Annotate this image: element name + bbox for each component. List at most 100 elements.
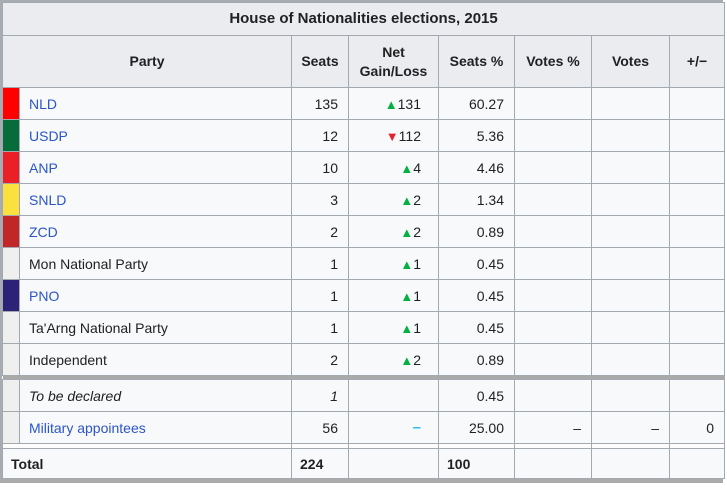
seats-pct-cell: 5.36 [438,119,515,152]
party-color-swatch [2,343,20,376]
change-value: 2 [413,351,421,368]
change-value: 1 [413,255,421,272]
votes-pct-cell [514,183,592,216]
party-name[interactable]: Military appointees [29,419,146,436]
column-header-seats-pct: Seats % [438,35,515,88]
party-name[interactable]: USDP [29,127,68,144]
party-color-swatch [2,151,20,184]
seats-pct-cell: 1.34 [438,183,515,216]
votes-cell [591,183,670,216]
column-header-party: Party [2,35,292,88]
party-cell: Mon National Party [19,247,292,280]
seats-cell: 56 [291,411,349,444]
votes-pct-cell [514,311,592,344]
plus-minus-cell [668,343,726,376]
votes-pct-cell [514,119,592,152]
change-value: 2 [413,191,421,208]
party-name[interactable]: NLD [29,95,58,112]
seats-pct-cell: 0.45 [438,247,515,280]
total-plus-minus [668,448,726,479]
seats-pct-cell: 0.45 [438,311,515,344]
votes-pct-cell [514,247,592,280]
party-color-swatch [2,311,20,344]
seats-pct-cell: 25.00 [438,411,515,444]
seats-cell: 1 [291,247,349,280]
column-header-plus-minus: +/− [668,35,726,88]
total-seats-pct: 100 [438,448,515,479]
change-arrow-icon: ▼ [385,128,399,144]
net-gain-loss-cell: ▲2 [348,215,439,248]
title-row: House of Nationalities elections, 2015 [1,2,726,36]
party-name[interactable]: ANP [29,159,58,176]
party-name: Independent [29,351,107,368]
votes-pct-cell [514,87,592,120]
net-gain-loss-cell: ▼112 [348,119,439,152]
total-row: Total 224 100 [2,448,726,479]
table-row: Ta'Arng National Party 1 ▲1 0.45 [2,311,726,344]
change-arrow-icon: ▲ [400,320,414,336]
plus-minus-cell [668,279,726,312]
total-votes-pct [514,448,592,479]
party-cell: SNLD [19,183,292,216]
votes-cell [591,151,670,184]
party-name[interactable]: PNO [29,287,60,304]
column-header-seats: Seats [291,35,349,88]
party-color-swatch [2,183,20,216]
change-value: 112 [398,127,421,144]
party-cell: NLD [19,87,292,120]
seats-cell: 135 [291,87,349,120]
party-color-swatch [2,119,20,152]
column-header-votes-pct: Votes % [514,35,592,88]
net-gain-loss-cell: ▲4 [348,151,439,184]
votes-cell: – [591,411,670,444]
seats-pct-cell: 60.27 [438,87,515,120]
change-value: 1 [413,319,421,336]
party-cell: Independent [19,343,292,376]
change-arrow-icon: ▲ [400,192,414,208]
party-color-swatch [2,247,20,280]
change-arrow-icon: ▲ [400,288,414,304]
seats-cell: 2 [291,215,349,248]
net-gain-loss-cell: ▲2 [348,343,439,376]
party-name[interactable]: SNLD [29,191,67,208]
plus-minus-cell [668,183,726,216]
seats-cell: 1 [291,311,349,344]
votes-pct-cell [514,343,592,376]
net-gain-loss-cell: ▲2 [348,183,439,216]
party-name[interactable]: ZCD [29,223,58,240]
net-gain-loss-cell: ▲131 [348,87,439,120]
seats-pct-cell: 0.45 [438,279,515,312]
votes-cell [591,87,670,120]
table-row: NLD 135 ▲131 60.27 [2,87,726,120]
change-arrow-icon: – [412,419,421,436]
votes-cell [591,379,670,412]
election-results-table: House of Nationalities elections, 2015 P… [0,0,726,483]
table-row: ANP 10 ▲4 4.46 [2,151,726,184]
seats-cell: 1 [291,379,349,412]
change-arrow-icon: ▲ [400,352,414,368]
seats-pct-cell: 0.45 [438,379,515,412]
votes-cell [591,247,670,280]
table-row: Military appointees 56 – 25.00 – – 0 [2,411,726,444]
total-gain [348,448,439,479]
total-label: Total [2,448,292,479]
header-row: Party Seats Net Gain/Loss Seats % Votes … [2,35,726,88]
party-cell: PNO [19,279,292,312]
party-cell: ANP [19,151,292,184]
seats-pct-cell: 4.46 [438,151,515,184]
votes-cell [591,119,670,152]
votes-pct-cell [514,215,592,248]
change-arrow-icon: ▲ [384,96,398,112]
party-color-swatch [2,411,20,444]
seats-cell: 1 [291,279,349,312]
column-header-votes: Votes [591,35,670,88]
votes-pct-cell [514,279,592,312]
party-color-swatch [2,87,20,120]
table-row: PNO 1 ▲1 0.45 [2,279,726,312]
change-value: 131 [397,95,421,112]
table-title: House of Nationalities elections, 2015 [1,2,726,36]
total-seats: 224 [291,448,349,479]
plus-minus-cell [668,311,726,344]
seats-cell: 10 [291,151,349,184]
net-gain-loss-cell: ▲1 [348,279,439,312]
